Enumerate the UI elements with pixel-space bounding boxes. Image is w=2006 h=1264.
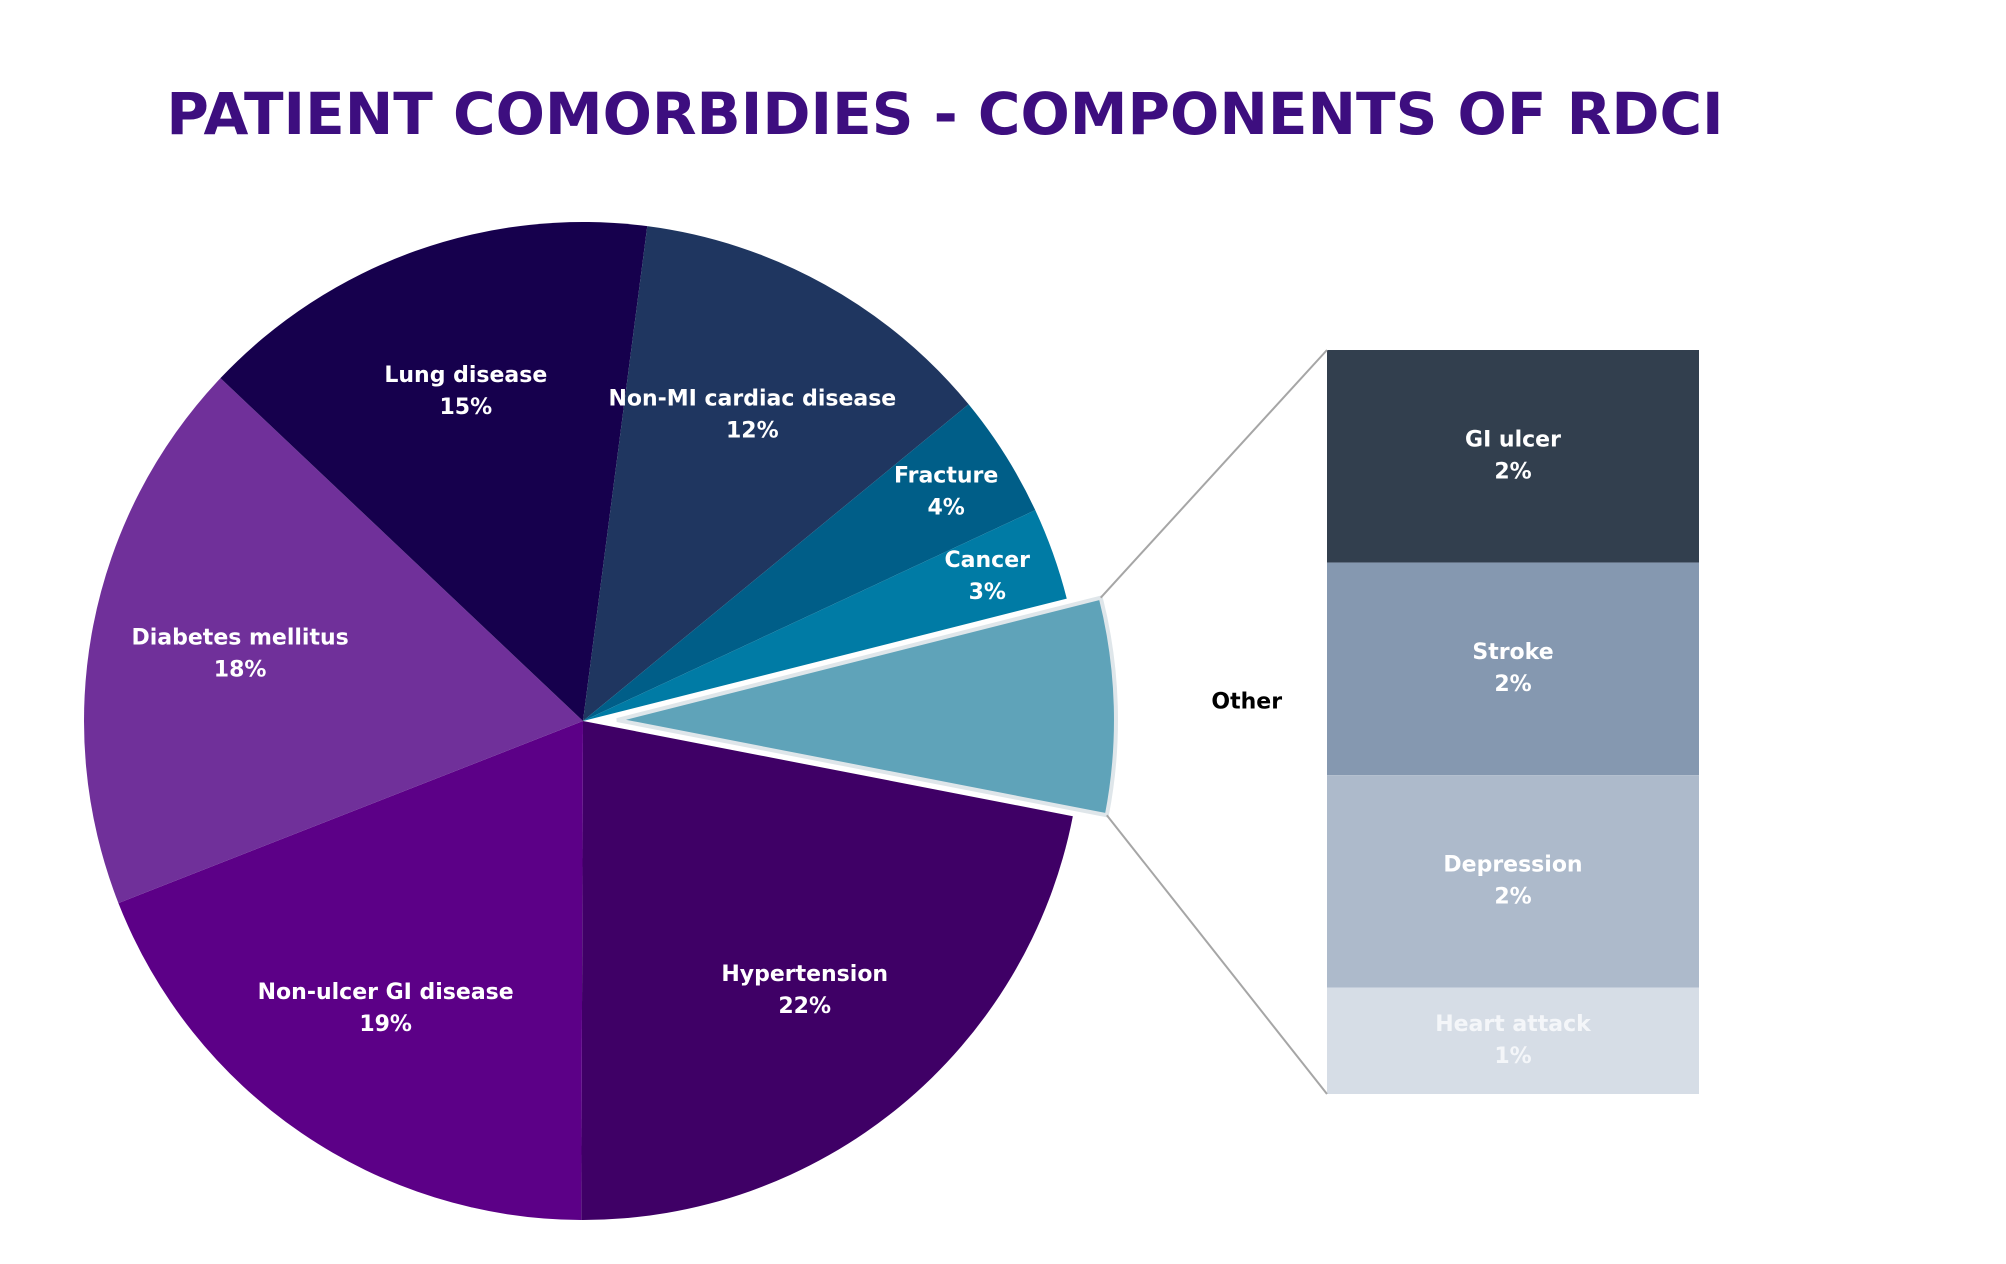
bar-label: Heart attack <box>1435 1012 1592 1037</box>
bar-label: GI ulcer <box>1465 427 1561 452</box>
pie-slice <box>220 222 648 721</box>
slice-label: Non-ulcer GI disease <box>258 980 514 1005</box>
slice-value-label: 19% <box>359 1012 412 1037</box>
connector-line <box>1100 349 1328 599</box>
slice-value-label: 22% <box>778 994 831 1019</box>
pie-slice <box>583 226 969 721</box>
slice-label: Non-MI cardiac disease <box>608 386 896 411</box>
slice-value-label: 4% <box>927 495 964 520</box>
slice-label: Hypertension <box>721 962 888 987</box>
slice-value-label: 18% <box>214 657 267 682</box>
bar-segment <box>1327 350 1699 563</box>
chart-title: PATIENT COMORBIDIES - COMPONENTS OF RDCI <box>166 80 1723 148</box>
bar-label: Stroke <box>1472 640 1553 665</box>
bar-segment <box>1327 562 1699 776</box>
slice-value-label: 15% <box>439 395 492 420</box>
bar-value-label: 2% <box>1494 884 1531 909</box>
slice-label: Other <box>1211 689 1282 714</box>
bar-value-label: 2% <box>1494 459 1531 484</box>
connector-line <box>1106 814 1328 1095</box>
pie-slice <box>583 510 1067 721</box>
slice-label: Cancer <box>945 548 1031 573</box>
bar-segment <box>1327 987 1699 1094</box>
slice-value-label: 12% <box>726 418 779 443</box>
slice-label: Fracture <box>894 463 998 488</box>
bar-value-label: 2% <box>1494 672 1531 697</box>
pie-slice <box>83 378 584 904</box>
slice-value-label: 3% <box>969 580 1006 605</box>
pie-slice <box>118 721 584 1220</box>
pie-slice <box>583 404 1036 721</box>
bar-value-label: 1% <box>1494 1044 1531 1069</box>
slice-label: Diabetes mellitus <box>131 625 348 650</box>
bar-segment <box>1327 775 1699 988</box>
slice-label: Lung disease <box>384 363 547 388</box>
bar-label: Depression <box>1443 852 1582 877</box>
pie-slice <box>616 595 1118 818</box>
pie-slice <box>581 721 1073 1220</box>
